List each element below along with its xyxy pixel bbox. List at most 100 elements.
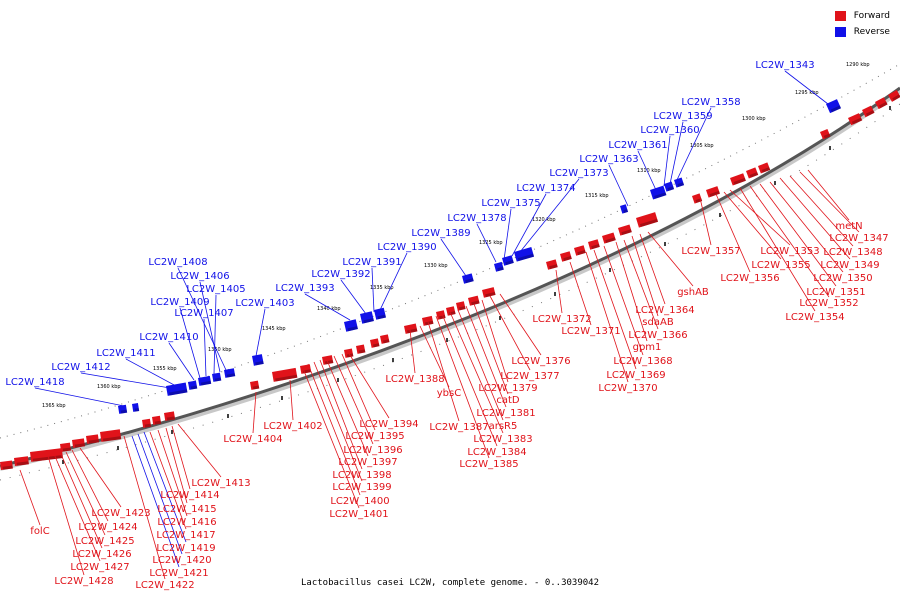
- leader-line: [137, 433, 183, 555]
- scale-tick-label: 1360 kbp: [97, 384, 121, 390]
- gene-label: LC2W_1351: [806, 287, 865, 298]
- gene-block-shade: [851, 117, 863, 125]
- gene-block-shade: [677, 182, 685, 187]
- gene-label: LC2W_1413: [191, 478, 250, 489]
- gene-block: [482, 287, 496, 298]
- gene-block-shade: [363, 318, 374, 324]
- scale-tick-label: 1290 kbp: [846, 62, 870, 68]
- gene-block: [0, 460, 13, 470]
- gene-block-body: [462, 273, 474, 284]
- gene-block-body: [224, 368, 236, 378]
- gene-block: [468, 295, 480, 306]
- gene-block: [14, 456, 29, 466]
- gene-block-body: [888, 90, 900, 102]
- gene-label: LC2W_1414: [160, 490, 219, 501]
- gene-block: [820, 129, 831, 140]
- gene-block: [250, 380, 260, 390]
- gene-block: [574, 245, 586, 256]
- leader-line: [593, 249, 637, 370]
- leader-line: [319, 359, 363, 470]
- gene-label: LC2W_1369: [606, 370, 665, 381]
- gene-label: LC2W_1353: [760, 246, 819, 257]
- gene-block-shade: [144, 423, 152, 428]
- leader-line: [473, 303, 509, 395]
- gene-block: [618, 224, 632, 236]
- gene-block-body: [272, 367, 298, 382]
- gene-block-body: [164, 411, 176, 421]
- leader-line: [34, 387, 125, 407]
- gene-label: gshAB: [677, 287, 709, 298]
- gene-block-body: [746, 167, 759, 179]
- leader-line: [47, 455, 85, 576]
- gene-block: [875, 97, 888, 110]
- gene-label: LC2W_1396: [343, 445, 402, 456]
- gene-label: LC2W_1375: [481, 198, 540, 209]
- gene-block-shade: [74, 443, 85, 448]
- gene-label: LC2W_1354: [785, 312, 844, 323]
- gene-label: LC2W_1417: [156, 530, 215, 541]
- gene-label: LC2W_1349: [820, 260, 879, 271]
- gene-block: [560, 251, 572, 262]
- gene-block: [142, 418, 152, 428]
- gene-block-body: [166, 382, 188, 396]
- gene-block-body: [132, 403, 140, 412]
- gene-block-shade: [667, 186, 675, 191]
- gene-block-shade: [62, 447, 72, 452]
- gene-block: [166, 382, 188, 396]
- scale-tick-label: 1305 kbp: [690, 143, 714, 149]
- gene-block: [706, 186, 720, 198]
- gene-label: LC2W_1368: [613, 356, 672, 367]
- gene-block: [374, 307, 386, 320]
- leader-line: [80, 372, 171, 389]
- leader-line: [53, 453, 101, 562]
- gene-label: LC2W_1409: [150, 297, 209, 308]
- gene-label: LC2W_1388: [385, 374, 444, 385]
- leader-line: [79, 447, 122, 508]
- gene-label: LC2W_1419: [156, 543, 215, 554]
- gene-block-shade: [275, 374, 298, 382]
- leader-line: [789, 175, 854, 247]
- gene-block: [746, 167, 759, 179]
- leader-line: [371, 267, 375, 313]
- leader-line: [749, 185, 830, 298]
- leader-line: [203, 318, 207, 377]
- scale-tick-label: 1345 kbp: [262, 326, 286, 332]
- gene-block-body: [322, 355, 334, 365]
- leader-line: [157, 429, 188, 517]
- gene-block-body: [502, 255, 514, 266]
- gene-block-shade: [865, 110, 875, 117]
- gene-label: LC2W_1374: [516, 183, 575, 194]
- leader-line: [347, 351, 390, 419]
- gene-block-shade: [166, 416, 176, 421]
- gene-label: LC2W_1406: [170, 271, 229, 282]
- gene-label: LC2W_1405: [186, 284, 245, 295]
- scale-tick-label: 1295 kbp: [795, 90, 819, 96]
- gene-label: LC2W_1418: [5, 377, 64, 388]
- leader-line: [769, 181, 844, 273]
- gene-block-body: [251, 354, 264, 366]
- leader-line: [457, 309, 504, 421]
- gene-block: [356, 344, 366, 354]
- gene-block-body: [446, 306, 456, 316]
- gene-label: LC2W_1364: [635, 305, 694, 316]
- gene-block-body: [848, 113, 863, 126]
- gene-block: [118, 404, 128, 414]
- scale-ticks: 1290 kbp 1295 kbp 1300 kbp 1305 kbp 1310 kbp…: [42, 62, 891, 464]
- gene-block-body: [494, 261, 504, 272]
- leader-line: [739, 187, 816, 312]
- leader-line: [608, 164, 629, 207]
- leader-line: [799, 171, 860, 233]
- gene-blocks: [0, 90, 900, 470]
- gene-block: [251, 354, 264, 366]
- gene-block: [546, 259, 558, 270]
- gene-block-body: [820, 129, 831, 140]
- gene-block: [344, 319, 358, 332]
- gene-label: LC2W_1371: [561, 326, 620, 337]
- gene-block-shade: [830, 105, 842, 113]
- gene-block: [360, 311, 374, 324]
- leader-line: [631, 235, 659, 317]
- leader-line: [503, 208, 512, 261]
- leader-line: [65, 451, 106, 536]
- gene-block-shade: [358, 349, 366, 354]
- gene-block: [164, 411, 176, 421]
